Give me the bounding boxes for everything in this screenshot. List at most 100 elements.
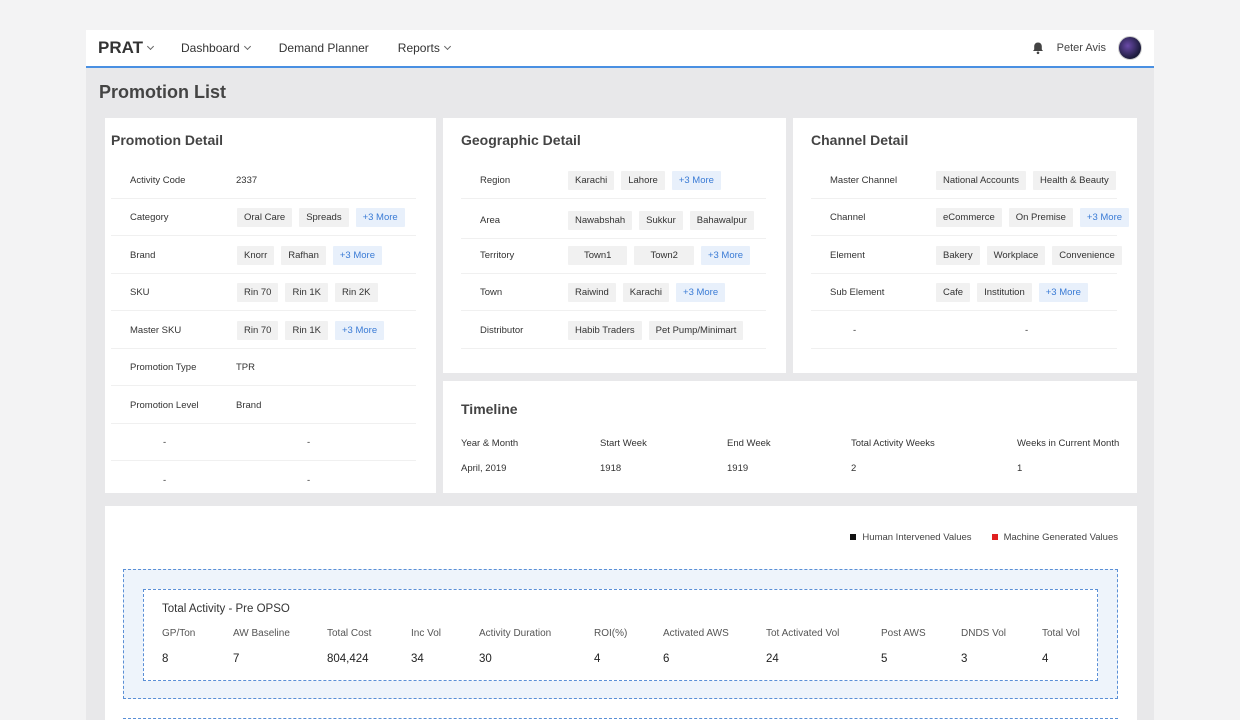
metric-header: Tot Activated Vol [766,628,840,639]
activity-outer-box: Total Activity - Pre OPSO GP/Ton AW Base… [123,569,1118,699]
promotion-level-value: Brand [236,399,262,411]
chip: Sukkur [639,210,683,230]
timeline-end-week-value: 1919 [727,463,749,474]
chip: Workplace [986,245,1046,265]
nav-reports[interactable]: Reports [398,41,451,55]
metric-value-gp-ton: 8 [162,653,169,665]
more-chip[interactable]: +3 More [355,207,405,227]
timeline-header-year-month: Year & Month [461,438,519,449]
more-chip[interactable]: +3 More [671,170,721,190]
more-chip[interactable]: +3 More [334,320,385,340]
row-empty: - - [811,312,1117,349]
timeline-start-week-value: 1918 [600,463,622,474]
more-chip[interactable]: +3 More [332,245,382,265]
row-promotion-type: Promotion Type TPR [111,349,416,386]
timeline-header-end-week: End Week [727,438,771,449]
row-element: Element Bakery Workplace Convenience [811,237,1122,274]
chip: On Premise [1008,207,1073,227]
timeline-year-month-value: April, 2019 [461,463,507,474]
metric-value-activated-aws: 6 [663,653,670,665]
row-master-sku: Master SKU Rin 70 Rin 1K +3 More [111,312,416,349]
timeline-header-start-week: Start Week [600,438,647,449]
row-label: Area [480,214,501,226]
promotion-type-value: TPR [236,361,255,373]
row-promotion-level: Promotion Level Brand [111,387,416,424]
activity-summary-section: Human Intervened Values Machine Generate… [105,506,1137,720]
timeline-weeks-current-month-value: 1 [1017,463,1023,474]
empty-value: - [307,436,311,448]
legend-label: Machine Generated Values [1003,532,1118,543]
metric-value-total-vol: 4 [1042,653,1049,665]
timeline-header-weeks-current-month: Weeks in Current Month [1017,438,1120,449]
metric-value-inc-vol: 34 [411,653,424,665]
promotion-detail-card: Promotion Detail Activity Code 2337 Cate… [105,118,436,493]
row-label: Promotion Level [130,399,199,411]
row-label: Distributor [480,324,524,336]
legend: Human Intervened Values Machine Generate… [850,532,1118,543]
app-window: PRAT Dashboard Demand Planner Reports Pe… [86,30,1154,720]
row-area: Area Nawabshah Sukkur Bahawalpur [461,202,766,239]
more-chip[interactable]: +3 More [1079,207,1130,227]
metric-header: Activated AWS [663,628,729,639]
user-name[interactable]: Peter Avis [1056,42,1106,54]
page-title: Promotion List [99,82,226,102]
chip: Institution [977,282,1032,302]
timeline-total-weeks-value: 2 [851,463,857,474]
metric-header: Post AWS [881,628,926,639]
timeline-header-total-weeks: Total Activity Weeks [851,438,935,449]
metric-value-post-aws: 5 [881,653,888,665]
metric-header: Total Cost [327,628,372,639]
more-chip[interactable]: +3 More [1038,282,1088,302]
row-town: Town Raiwind Karachi +3 More [461,274,766,311]
channel-detail-card: Channel Detail Master Channel National A… [793,118,1137,373]
row-label: Territory [480,249,515,261]
chip: Rafhan [281,245,326,265]
row-label: - [163,475,167,486]
activity-next-box [123,718,1118,720]
total-activity-box: Total Activity - Pre OPSO GP/Ton AW Base… [143,589,1098,681]
chip: Rin 70 [237,282,279,302]
nav-dashboard-label: Dashboard [181,41,240,55]
chip: Karachi [568,170,615,190]
channel-detail-title: Channel Detail [811,132,909,148]
brand-menu[interactable]: PRAT [98,38,155,58]
legend-label: Human Intervened Values [862,532,972,543]
chip: Rin 1K [285,282,328,302]
row-distributor: Distributor Habib Traders Pet Pump/Minim… [461,312,766,349]
bell-icon[interactable] [1031,41,1045,55]
empty-value: - [1025,324,1029,336]
geographic-detail-card: Geographic Detail Region Karachi Lahore … [443,118,786,373]
row-label: Master Channel [830,174,898,186]
metric-header: ROI(%) [594,628,628,639]
nav-demand-planner[interactable]: Demand Planner [279,41,369,55]
chip: Bakery [936,245,980,265]
brand-logo-text: PRAT [98,38,144,57]
avatar[interactable] [1118,36,1142,60]
chevron-down-icon [443,42,451,51]
row-label: Region [480,174,511,186]
chip: eCommerce [936,207,1002,227]
metric-value-tot-activated-vol: 24 [766,653,779,665]
more-chip[interactable]: +3 More [676,282,726,302]
chip: Rin 70 [237,320,279,340]
chip: Lahore [621,170,665,190]
row-label: Activity Code [130,174,186,186]
row-channel: Channel eCommerce On Premise +3 More [811,199,1130,236]
nav-dashboard[interactable]: Dashboard [181,41,251,55]
chip: Spreads [299,207,349,227]
chip: Pet Pump/Minimart [648,320,744,340]
row-label: Element [830,249,865,261]
legend-item-human: Human Intervened Values [850,532,972,543]
chip: Rin 1K [285,320,328,340]
row-label: Brand [130,249,156,261]
chip: Raiwind [568,282,616,302]
chip: Oral Care [237,207,293,227]
row-empty: - - [111,462,416,499]
metric-value-activity-duration: 30 [479,653,492,665]
chip: Habib Traders [568,320,642,340]
metric-value-roi: 4 [594,653,601,665]
row-label: - [853,324,857,336]
row-label: - [163,436,167,448]
more-chip[interactable]: +3 More [700,245,751,265]
geographic-detail-title: Geographic Detail [461,132,581,148]
